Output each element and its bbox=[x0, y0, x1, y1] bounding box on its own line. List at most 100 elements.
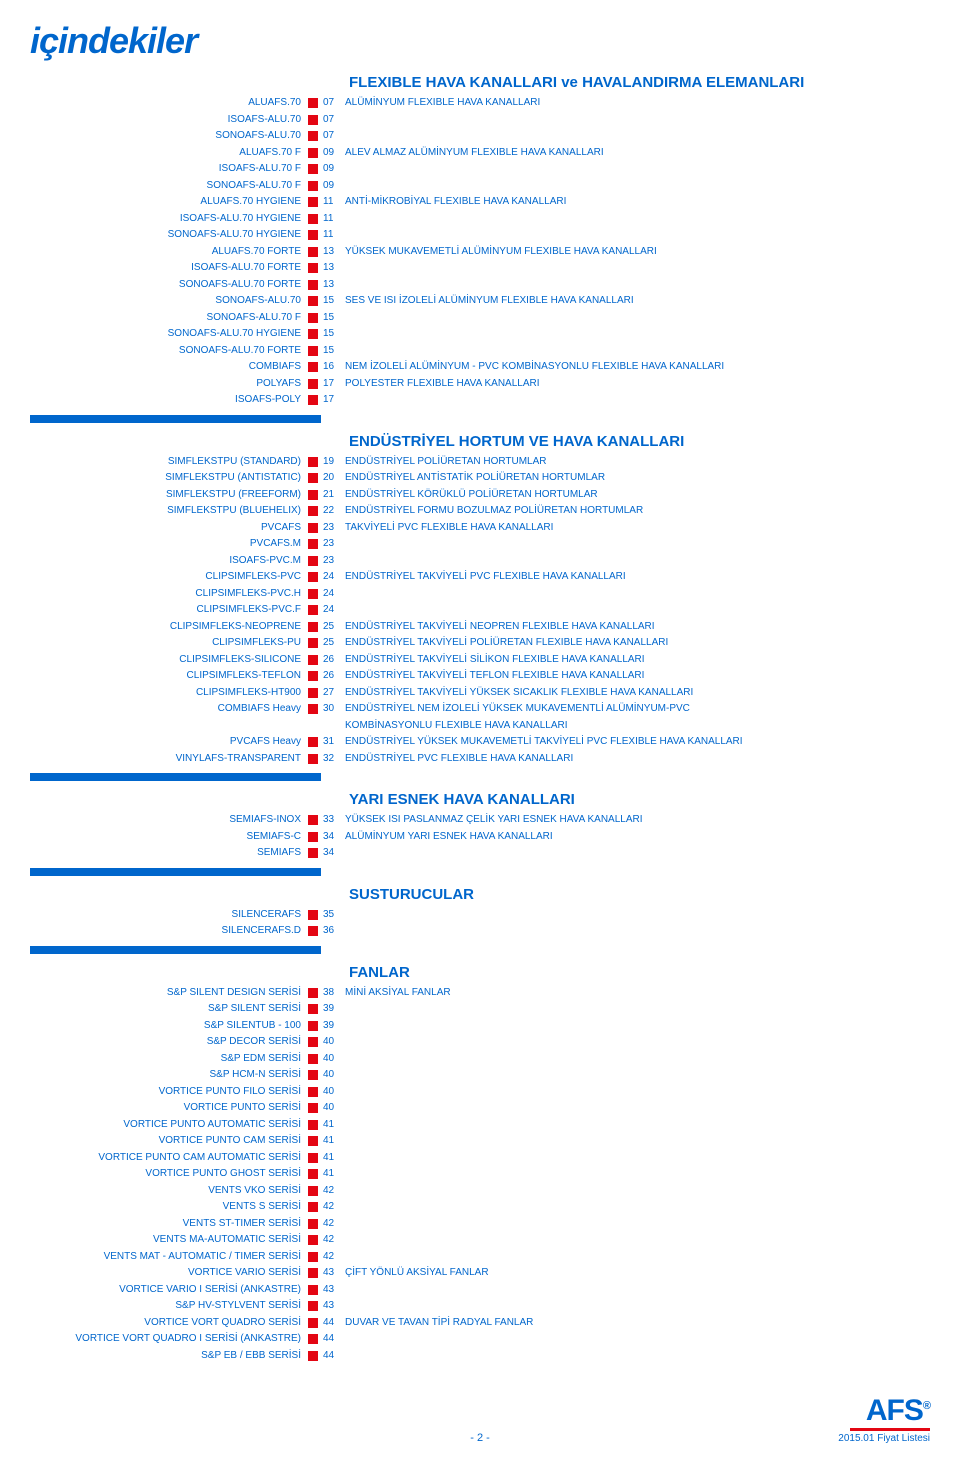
toc-row: SEMIAFS-C34ALÜMİNYUM YARI ESNEK HAVA KAN… bbox=[30, 829, 930, 846]
toc-row: VENTS MA-AUTOMATIC SERİSİ42 bbox=[30, 1232, 930, 1249]
toc-description: POLYESTER FLEXIBLE HAVA KANALLARI bbox=[345, 376, 930, 393]
toc-product-name: ALUAFS.70 HYGIENE bbox=[30, 194, 305, 211]
toc-page-number: 42 bbox=[321, 1199, 345, 1216]
toc-page-number: 26 bbox=[321, 668, 345, 685]
toc-description: ENDÜSTRİYEL PVC FLEXIBLE HAVA KANALLARI bbox=[345, 751, 930, 768]
toc-description: ENDÜSTRİYEL ANTİSTATİK POLİÜRETAN HORTUM… bbox=[345, 470, 930, 487]
toc-product-name: SIMFLEKSTPU (STANDARD) bbox=[30, 454, 305, 471]
toc-page-number: 11 bbox=[321, 227, 345, 244]
toc-page-number: 27 bbox=[321, 685, 345, 702]
toc-page-number: 33 bbox=[321, 812, 345, 829]
toc-description: ENDÜSTRİYEL TAKVİYELİ TEFLON FLEXIBLE HA… bbox=[345, 668, 930, 685]
toc-page-number: 07 bbox=[321, 95, 345, 112]
toc-product-name: SONOAFS-ALU.70 FORTE bbox=[30, 343, 305, 360]
toc-product-name: S&P EB / EBB SERİSİ bbox=[30, 1348, 305, 1365]
logo-underline bbox=[850, 1428, 930, 1431]
toc-product-name: ALUAFS.70 FORTE bbox=[30, 244, 305, 261]
toc-row: CLIPSIMFLEKS-PVC.F24 bbox=[30, 602, 930, 619]
toc-description: ALÜMİNYUM FLEXIBLE HAVA KANALLARI bbox=[345, 95, 930, 112]
toc-product-name: SONOAFS-ALU.70 F bbox=[30, 178, 305, 195]
toc-product-name: ALUAFS.70 bbox=[30, 95, 305, 112]
toc-product-name: S&P DECOR SERİSİ bbox=[30, 1034, 305, 1051]
section-divider bbox=[30, 940, 930, 960]
toc-page-number: 30 bbox=[321, 701, 345, 718]
toc-product-name: POLYAFS bbox=[30, 376, 305, 393]
toc-description: ENDÜSTRİYEL FORMU BOZULMAZ POLİÜRETAN HO… bbox=[345, 503, 930, 520]
bullet-square-icon bbox=[308, 247, 318, 257]
toc-product-name: VORTICE PUNTO GHOST SERİSİ bbox=[30, 1166, 305, 1183]
bullet-square-icon bbox=[308, 1037, 318, 1047]
toc-row: VENTS S SERİSİ42 bbox=[30, 1199, 930, 1216]
bullet-square-icon bbox=[308, 1268, 318, 1278]
footer: - 2 - AFS® 2015.01 Fiyat Listesi bbox=[0, 1396, 960, 1444]
toc-page-number: 21 bbox=[321, 487, 345, 504]
toc-row: S&P SILENTUB - 10039 bbox=[30, 1018, 930, 1035]
bullet-square-icon bbox=[308, 815, 318, 825]
toc-page-number: 40 bbox=[321, 1067, 345, 1084]
toc-product-name: CLIPSIMFLEKS-PVC.H bbox=[30, 586, 305, 603]
toc-page-number: 17 bbox=[321, 376, 345, 393]
bullet-square-icon bbox=[308, 346, 318, 356]
bullet-square-icon bbox=[308, 490, 318, 500]
toc-row: VORTICE VARIO I SERİSİ (ANKASTRE)43 bbox=[30, 1282, 930, 1299]
page-title: içindekiler bbox=[30, 20, 930, 62]
toc-product-name: S&P HCM-N SERİSİ bbox=[30, 1067, 305, 1084]
toc-product-name: VINYLAFS-TRANSPARENT bbox=[30, 751, 305, 768]
bullet-square-icon bbox=[308, 1120, 318, 1130]
toc-page-number: 23 bbox=[321, 536, 345, 553]
toc-row: VENTS VKO SERİSİ42 bbox=[30, 1183, 930, 1200]
toc-page-number: 11 bbox=[321, 211, 345, 228]
toc-product-name: VENTS MAT - AUTOMATIC / TIMER SERİSİ bbox=[30, 1249, 305, 1266]
toc-product-name: S&P SILENT SERİSİ bbox=[30, 1001, 305, 1018]
toc-description: DUVAR VE TAVAN TİPİ RADYAL FANLAR bbox=[345, 1315, 930, 1332]
bullet-square-icon bbox=[308, 164, 318, 174]
toc-product-name: CLIPSIMFLEKS-PVC.F bbox=[30, 602, 305, 619]
bullet-square-icon bbox=[308, 572, 318, 582]
toc-page-number: 13 bbox=[321, 244, 345, 261]
toc-row: SIMFLEKSTPU (STANDARD)19ENDÜSTRİYEL POLİ… bbox=[30, 454, 930, 471]
toc-row: CLIPSIMFLEKS-PVC.H 24 bbox=[30, 586, 930, 603]
toc-row: ISOAFS-ALU.70 HYGIENE11 bbox=[30, 211, 930, 228]
toc-row: VORTICE PUNTO SERİSİ40 bbox=[30, 1100, 930, 1117]
bullet-square-icon bbox=[308, 1136, 318, 1146]
toc-row: VORTICE PUNTO AUTOMATIC SERİSİ41 bbox=[30, 1117, 930, 1134]
toc-page-number: 07 bbox=[321, 128, 345, 145]
toc-product-name: SONOAFS-ALU.70 FORTE bbox=[30, 277, 305, 294]
toc-page-number: 09 bbox=[321, 145, 345, 162]
toc-page-number: 44 bbox=[321, 1348, 345, 1365]
section-divider bbox=[30, 862, 930, 882]
toc-product-name: ISOAFS-ALU.70 bbox=[30, 112, 305, 129]
toc-product-name: CLIPSIMFLEKS-NEOPRENE bbox=[30, 619, 305, 636]
bullet-square-icon bbox=[308, 1351, 318, 1361]
toc-row: ISOAFS-POLY17 bbox=[30, 392, 930, 409]
toc-row: VORTICE PUNTO CAM SERİSİ 41 bbox=[30, 1133, 930, 1150]
toc-row: SONOAFS-ALU.7007 bbox=[30, 128, 930, 145]
toc-row: CLIPSIMFLEKS-PVC24ENDÜSTRİYEL TAKVİYELİ … bbox=[30, 569, 930, 586]
toc-page-number: 15 bbox=[321, 310, 345, 327]
toc-page-number: 41 bbox=[321, 1133, 345, 1150]
toc-product-name: PVCAFS Heavy bbox=[30, 734, 305, 751]
toc-product-name: SONOAFS-ALU.70 HYGIENE bbox=[30, 326, 305, 343]
toc-page-number: 16 bbox=[321, 359, 345, 376]
toc-page-number: 25 bbox=[321, 635, 345, 652]
toc-description: YÜKSEK ISI PASLANMAZ ÇELİK YARI ESNEK HA… bbox=[345, 812, 930, 829]
toc-product-name: VORTICE PUNTO CAM SERİSİ bbox=[30, 1133, 305, 1150]
toc-row: S&P HCM-N SERİSİ 40 bbox=[30, 1067, 930, 1084]
toc-row: COMBIAFS16NEM İZOLELİ ALÜMİNYUM - PVC KO… bbox=[30, 359, 930, 376]
bullet-square-icon bbox=[308, 688, 318, 698]
toc-page-number: 24 bbox=[321, 586, 345, 603]
toc-row: ISOAFS-ALU.7007 bbox=[30, 112, 930, 129]
bullet-square-icon bbox=[308, 605, 318, 615]
toc-row: ALUAFS.70 HYGIENE11ANTİ-MİKROBİYAL FLEXI… bbox=[30, 194, 930, 211]
toc-page-number: 44 bbox=[321, 1315, 345, 1332]
bullet-square-icon bbox=[308, 1021, 318, 1031]
toc-page-number: 22 bbox=[321, 503, 345, 520]
bullet-square-icon bbox=[308, 181, 318, 191]
toc-product-name: S&P HV-STYLVENT SERİSİ bbox=[30, 1298, 305, 1315]
bullet-square-icon bbox=[308, 115, 318, 125]
toc-page-number: 43 bbox=[321, 1282, 345, 1299]
toc-product-name: VENTS VKO SERİSİ bbox=[30, 1183, 305, 1200]
toc-page-number: 34 bbox=[321, 829, 345, 846]
toc-row: VORTICE PUNTO FILO SERİSİ40 bbox=[30, 1084, 930, 1101]
bullet-square-icon bbox=[308, 329, 318, 339]
